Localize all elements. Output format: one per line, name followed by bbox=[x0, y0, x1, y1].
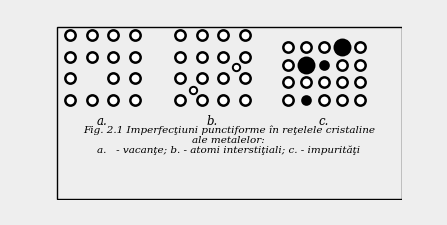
Point bbox=[241, 99, 249, 102]
Text: ale metalelor:: ale metalelor: bbox=[192, 135, 265, 144]
Point bbox=[320, 46, 328, 50]
Point bbox=[219, 77, 227, 81]
Point bbox=[198, 99, 205, 102]
Point bbox=[356, 63, 363, 67]
Point bbox=[320, 63, 328, 67]
Point bbox=[356, 46, 363, 50]
Point bbox=[110, 34, 117, 38]
Point bbox=[88, 99, 95, 102]
Point bbox=[66, 99, 73, 102]
Point bbox=[338, 63, 346, 67]
Point bbox=[233, 65, 240, 69]
Point bbox=[219, 99, 227, 102]
Text: a.: a. bbox=[97, 114, 108, 127]
Point bbox=[131, 56, 139, 59]
Point bbox=[303, 81, 310, 85]
Point bbox=[66, 34, 73, 38]
Text: b.: b. bbox=[207, 114, 218, 127]
Point bbox=[88, 34, 95, 38]
Point bbox=[198, 56, 205, 59]
Point bbox=[110, 77, 117, 81]
Point bbox=[110, 56, 117, 59]
Point bbox=[198, 34, 205, 38]
Point bbox=[241, 34, 249, 38]
Point bbox=[241, 77, 249, 81]
Point bbox=[176, 99, 183, 102]
Point bbox=[66, 56, 73, 59]
Point bbox=[303, 99, 310, 102]
Point bbox=[303, 46, 310, 50]
Point bbox=[320, 81, 328, 85]
Point bbox=[303, 63, 310, 67]
Point bbox=[176, 34, 183, 38]
Point bbox=[285, 63, 292, 67]
Point bbox=[219, 34, 227, 38]
FancyBboxPatch shape bbox=[57, 28, 401, 200]
Text: Fig. 2.1 Imperfecţiuni punctiforme în reţelele cristaline: Fig. 2.1 Imperfecţiuni punctiforme în re… bbox=[83, 125, 375, 135]
Point bbox=[176, 56, 183, 59]
Point bbox=[285, 99, 292, 102]
Point bbox=[219, 56, 227, 59]
Point bbox=[338, 99, 346, 102]
Point bbox=[356, 81, 363, 85]
Point bbox=[176, 77, 183, 81]
Point bbox=[198, 77, 205, 81]
Point bbox=[285, 81, 292, 85]
Point bbox=[66, 77, 73, 81]
Point bbox=[241, 56, 249, 59]
Point bbox=[190, 89, 197, 93]
Point bbox=[320, 99, 328, 102]
Point bbox=[285, 46, 292, 50]
Text: c.: c. bbox=[319, 114, 329, 127]
Point bbox=[338, 46, 346, 50]
Point bbox=[131, 99, 139, 102]
Point bbox=[356, 99, 363, 102]
Point bbox=[131, 34, 139, 38]
Point bbox=[110, 99, 117, 102]
Point bbox=[131, 77, 139, 81]
Point bbox=[88, 56, 95, 59]
Text: a.   - vacanţe; b. - atomi interstiţiali; c. - impurităţi: a. - vacanţe; b. - atomi interstiţiali; … bbox=[97, 145, 360, 155]
Point bbox=[338, 81, 346, 85]
